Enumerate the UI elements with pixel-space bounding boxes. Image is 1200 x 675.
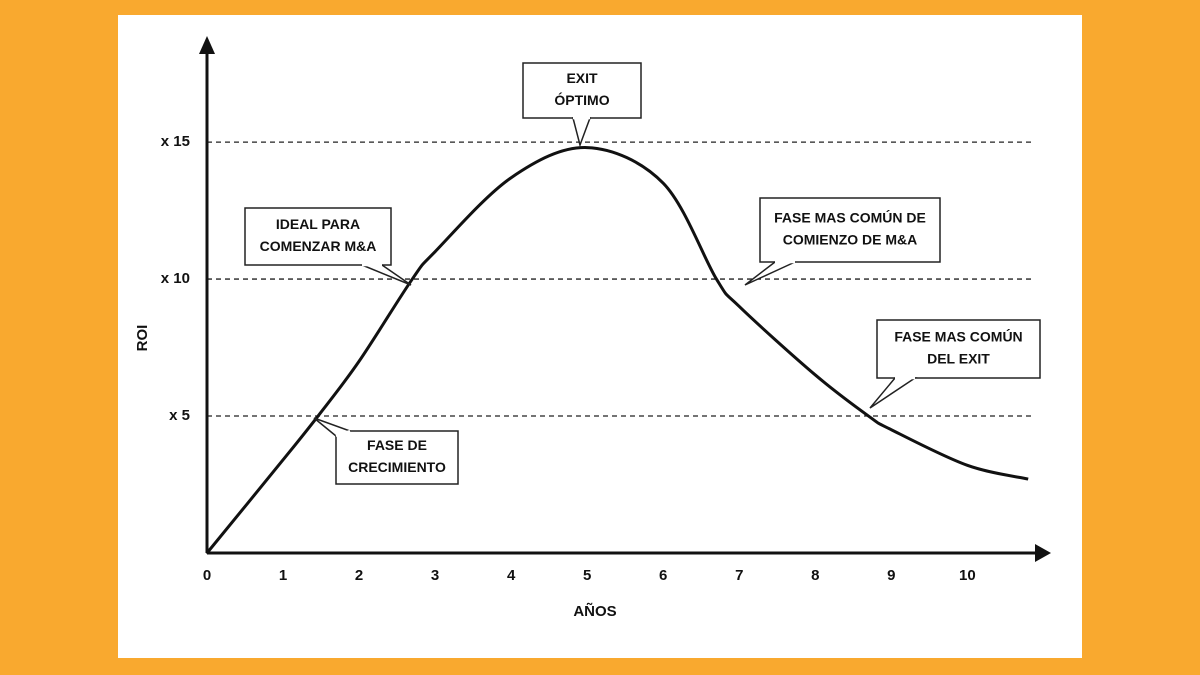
x-tick-label: 6 [659, 567, 667, 584]
callout-text: COMENZAR M&A [260, 238, 377, 254]
y-axis-label: ROI [134, 325, 151, 352]
callout-text: FASE MAS COMÚN [894, 328, 1022, 345]
x-tick-label: 0 [203, 567, 211, 584]
callout-box [335, 430, 459, 485]
callout-gap [335, 429, 351, 438]
callout-text: COMIENZO DE M&A [783, 232, 918, 248]
x-axis-label: AÑOS [573, 602, 616, 620]
callout-text: FASE MAS COMÚN DE [774, 209, 926, 226]
callout-box [876, 319, 1041, 379]
y-axis-arrow [199, 36, 215, 54]
x-tick-label: 10 [959, 567, 976, 584]
x-tick-label: 9 [887, 567, 895, 584]
x-tick-label: 4 [507, 567, 516, 584]
x-axis-arrow [1035, 544, 1051, 562]
callout-text: DEL EXIT [927, 351, 990, 367]
callout-text: ÓPTIMO [554, 91, 609, 108]
callout-text: IDEAL PARA [276, 216, 360, 232]
callout-text: CRECIMIENTO [348, 459, 446, 475]
x-tick-label: 3 [431, 567, 439, 584]
roi-curve [205, 146, 1029, 554]
callout-box [522, 62, 642, 119]
x-tick-label: 8 [811, 567, 819, 584]
y-tick-label: x 5 [169, 407, 190, 424]
callout-text: FASE DE [367, 437, 427, 453]
x-tick-label: 1 [279, 567, 287, 584]
x-tick-label: 7 [735, 567, 743, 584]
callout-box [244, 207, 392, 266]
y-tick-label: x 10 [161, 270, 190, 287]
callout-box [759, 197, 941, 263]
x-tick-label: 2 [355, 567, 363, 584]
x-tick-label: 5 [583, 567, 591, 584]
y-tick-label: x 15 [161, 133, 190, 150]
callout-text: EXIT [566, 70, 598, 86]
